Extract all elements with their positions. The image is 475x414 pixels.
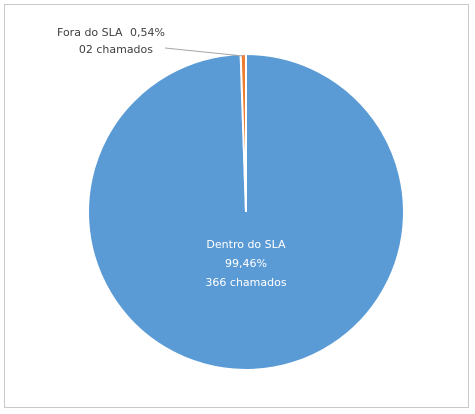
leader-line-fora-do-sla <box>164 47 244 57</box>
slice-label-fora-count: 02 chamados <box>79 43 153 56</box>
slice-label-fora-line1: Fora do SLA 0,54% <box>57 26 165 39</box>
chart-frame: Dentro do SLA 99,46% 366 chamados Fora d… <box>4 4 469 408</box>
pie-chart: Dentro do SLA 99,46% 366 chamados Fora d… <box>57 26 405 371</box>
pie-slice-fora-do-sla <box>239 52 247 213</box>
slice-label-fora-percent: 0,54% <box>130 26 165 39</box>
slice-label-fora-name: Fora do SLA <box>57 26 123 39</box>
slice-label-dentro-count: 366 chamados <box>205 276 286 289</box>
slice-label-dentro-name: Dentro do SLA <box>206 238 286 251</box>
pie-slices <box>87 52 405 371</box>
slice-label-dentro-percent: 99,46% <box>225 257 267 270</box>
